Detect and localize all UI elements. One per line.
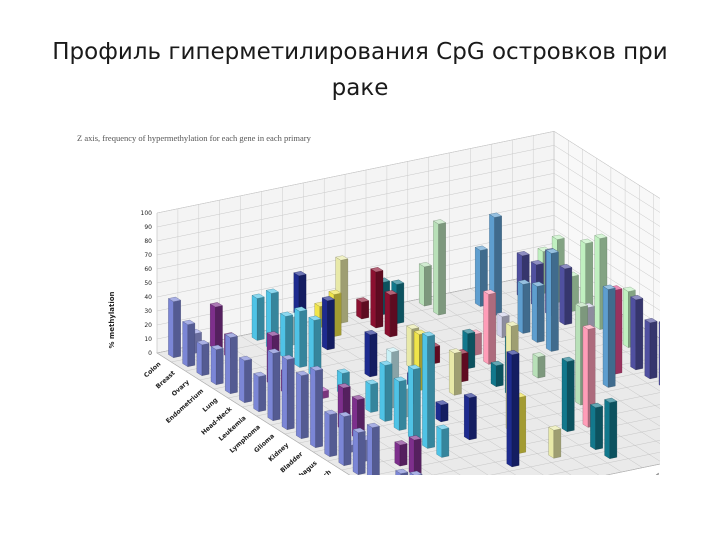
z-tick-label: 0 xyxy=(148,350,152,357)
category-label: Colon xyxy=(143,361,162,380)
floor-grid-line xyxy=(199,298,597,381)
bar xyxy=(407,364,421,440)
z-tick-label: 100 xyxy=(141,210,153,217)
floor-grid-line xyxy=(548,451,660,475)
bar xyxy=(321,296,335,351)
floor-grid-line xyxy=(470,288,660,409)
bar xyxy=(324,409,338,457)
bar xyxy=(658,321,660,386)
z-tick-label: 70 xyxy=(144,252,152,259)
z-tick-label: 50 xyxy=(144,280,152,287)
category-label: Kidney xyxy=(267,442,290,464)
bar xyxy=(394,440,408,467)
bar xyxy=(590,402,604,450)
bar xyxy=(294,306,308,368)
bar xyxy=(267,348,281,421)
bar xyxy=(408,435,422,475)
bar xyxy=(602,284,616,388)
floor-grid-line xyxy=(327,392,660,462)
floor-grid-line xyxy=(156,271,555,354)
floor-grid-line xyxy=(185,289,583,372)
bar xyxy=(280,311,294,359)
bar xyxy=(532,352,546,379)
bar xyxy=(370,267,384,329)
category-label: Glioma xyxy=(253,433,276,455)
bar xyxy=(239,355,253,403)
floor-grid-line xyxy=(606,463,660,475)
bar xyxy=(436,424,450,458)
slide-title-line-2: раке xyxy=(331,75,389,101)
bar xyxy=(580,238,594,321)
bar xyxy=(630,295,644,371)
bar xyxy=(366,422,380,475)
bar xyxy=(338,411,352,466)
bar xyxy=(604,397,618,459)
z-tick-label: 40 xyxy=(144,294,152,301)
floor-grid-line xyxy=(270,344,660,426)
bars xyxy=(168,212,660,475)
bar xyxy=(182,319,196,367)
bar xyxy=(644,318,658,380)
bar xyxy=(517,279,531,334)
methylation-3d-bar-chart: Z axis, frequency of hypermethylation fo… xyxy=(77,130,660,475)
bar xyxy=(352,427,366,475)
bar xyxy=(561,356,575,432)
bar xyxy=(384,290,398,338)
slide-title-line-1: Профиль гиперметилирования CpG островков… xyxy=(52,39,668,65)
z-tick-label: 10 xyxy=(144,336,152,343)
floor-grid-line xyxy=(156,352,350,475)
gene-label: DAPK xyxy=(646,472,660,475)
bar xyxy=(506,350,520,468)
bar xyxy=(210,344,224,385)
floor-grid-line xyxy=(432,428,660,475)
floor-grid-line xyxy=(428,296,660,444)
bar xyxy=(545,248,559,352)
bar xyxy=(582,324,596,428)
floor-grid-line xyxy=(298,368,660,444)
bar xyxy=(409,470,423,475)
bar xyxy=(365,379,379,413)
bar xyxy=(224,332,238,394)
bar xyxy=(196,340,210,376)
bar xyxy=(209,302,223,350)
bar xyxy=(531,281,545,343)
bar xyxy=(379,360,393,422)
bar xyxy=(295,370,309,439)
bar xyxy=(483,289,497,365)
bar xyxy=(308,315,322,377)
bar xyxy=(548,425,562,459)
slide-title: Профиль гиперметилирования CpG островков… xyxy=(20,34,700,106)
bar xyxy=(395,468,409,475)
bar xyxy=(490,360,504,387)
floor-grid-line xyxy=(341,404,660,471)
chart-caption: Z axis, frequency of hypermethylation fo… xyxy=(77,133,312,143)
z-tick-label: 30 xyxy=(144,308,152,315)
category-label: Ovary xyxy=(171,379,191,398)
z-tick-label: 80 xyxy=(144,238,152,245)
bar xyxy=(356,297,370,320)
z-tick-label: 20 xyxy=(144,322,152,329)
z-tick-label: 60 xyxy=(144,266,152,273)
z-axis: 0 10 20 30 40 50 60 70 80 90 100 xyxy=(141,210,153,357)
z-tick-label: 90 xyxy=(144,224,152,231)
bar xyxy=(168,296,182,358)
bar xyxy=(251,293,265,341)
category-label: Breast xyxy=(155,370,177,391)
bar xyxy=(463,393,477,441)
bar xyxy=(393,376,407,431)
bar xyxy=(448,348,462,396)
bar xyxy=(364,330,378,378)
category-label: Lung xyxy=(202,397,220,414)
bar xyxy=(418,262,432,307)
z-axis-label: % methylation xyxy=(108,291,116,348)
bar xyxy=(433,219,447,316)
floor-grid-line xyxy=(407,301,660,462)
bar xyxy=(281,354,295,430)
bar xyxy=(422,331,436,449)
bar xyxy=(253,371,267,412)
floor-grid-line xyxy=(490,440,660,475)
bar xyxy=(310,365,324,448)
bar xyxy=(435,400,449,423)
bar xyxy=(559,264,573,326)
